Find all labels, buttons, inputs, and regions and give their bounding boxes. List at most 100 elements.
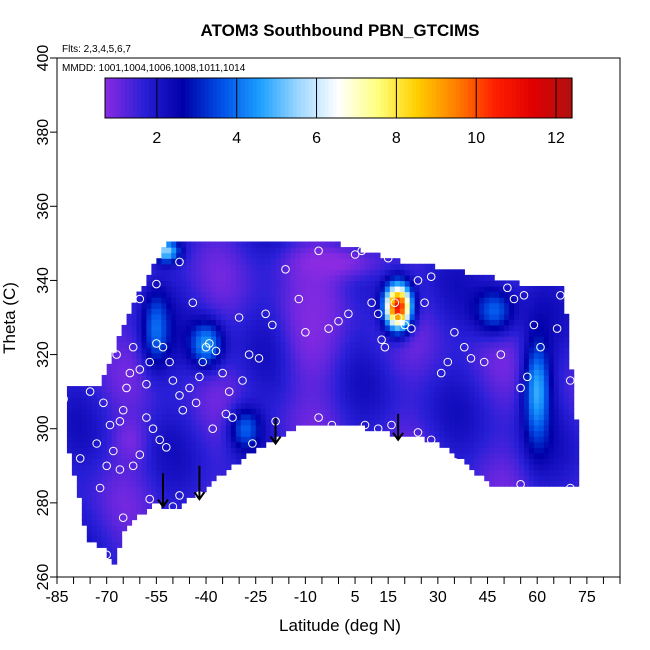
heatmap-cell — [509, 480, 515, 487]
heatmap-cell — [181, 447, 187, 454]
heatmap-cell — [335, 269, 341, 276]
heatmap-cell — [464, 336, 470, 343]
heatmap-cell — [235, 297, 242, 304]
heatmap-cell — [151, 324, 157, 332]
heatmap-cell — [201, 369, 207, 376]
heatmap-cell — [528, 413, 535, 421]
colorbar-segment — [464, 78, 469, 118]
heatmap-cell — [206, 330, 212, 337]
heatmap-cell — [106, 547, 113, 554]
heatmap-cell — [394, 380, 401, 387]
heatmap-cell — [161, 285, 167, 293]
heatmap-cell — [270, 352, 277, 359]
heatmap-cell — [260, 441, 267, 448]
observation-point — [178, 405, 188, 415]
heatmap-cell — [419, 324, 426, 332]
heatmap-cell — [479, 330, 485, 337]
heatmap-cell — [156, 358, 162, 365]
heatmap-cell — [454, 274, 460, 282]
colorbar-segment — [132, 78, 138, 118]
heatmap-cell — [320, 369, 326, 376]
heatmap-cell — [166, 280, 172, 287]
heatmap-cell — [325, 358, 331, 365]
heatmap-cell — [459, 436, 465, 443]
heatmap-cell — [369, 408, 376, 415]
heatmap-cell — [499, 330, 505, 337]
heatmap-cell — [260, 330, 267, 337]
heatmap-cell — [245, 319, 252, 326]
heatmap-cell — [305, 358, 311, 365]
heatmap-cell — [394, 280, 401, 287]
heatmap-cell — [146, 486, 152, 493]
colorbar-segment — [412, 78, 417, 118]
heatmap-cell — [121, 513, 128, 521]
heatmap-cell — [270, 430, 277, 437]
colorbar-segment — [272, 78, 278, 118]
flights-label: Flts: 2,3,4,5,6,7 — [62, 44, 131, 55]
heatmap-cell — [225, 297, 232, 304]
heatmap-cell — [201, 475, 207, 482]
heatmap-cell — [315, 413, 321, 421]
heatmap-cell — [369, 358, 376, 365]
heatmap-cell — [116, 469, 123, 476]
heatmap-cell — [335, 374, 341, 382]
heatmap-cell — [300, 369, 306, 376]
colorbar-segment — [380, 78, 385, 118]
heatmap-cell — [509, 347, 515, 354]
heatmap-cell — [514, 352, 520, 359]
heatmap-cell — [479, 380, 485, 387]
heatmap-cell — [543, 330, 550, 337]
heatmap-cell — [225, 269, 232, 276]
heatmap-cell — [543, 363, 550, 370]
heatmap-cell — [121, 330, 128, 337]
heatmap-cell — [449, 408, 456, 415]
observation-point — [450, 457, 459, 467]
heatmap-cell — [563, 386, 570, 393]
colorbar-segment — [200, 78, 206, 118]
heatmap-cell — [409, 391, 416, 398]
heatmap-cell — [434, 391, 441, 398]
heatmap-cell — [464, 285, 470, 293]
heatmap-cell — [419, 352, 426, 359]
heatmap-cell — [91, 391, 98, 398]
heatmap-cell — [235, 358, 242, 365]
heatmap-cell — [96, 541, 103, 548]
heatmap-cell — [399, 308, 406, 315]
heatmap-cell — [136, 425, 143, 432]
heatmap-cell — [196, 285, 202, 293]
heatmap-cell — [469, 291, 475, 298]
heatmap-cell — [91, 413, 98, 421]
heatmap-cell — [389, 358, 396, 365]
heatmap-cell — [245, 447, 252, 454]
heatmap-cell — [553, 308, 560, 315]
heatmap-cell — [300, 374, 306, 382]
heatmap-cell — [499, 452, 505, 459]
heatmap-cell — [240, 252, 247, 259]
heatmap-cell — [280, 380, 287, 387]
heatmap-cell — [360, 341, 366, 348]
heatmap-cell — [206, 258, 212, 265]
colorbar-segment — [160, 78, 166, 118]
heatmap-cell — [295, 363, 302, 370]
heatmap-cell — [345, 280, 351, 287]
heatmap-cell — [211, 391, 217, 398]
heatmap-cell — [166, 313, 172, 320]
heatmap-cell — [340, 352, 346, 359]
y-tick-label: 280 — [35, 489, 52, 516]
heatmap-cell — [538, 413, 545, 421]
heatmap-cell — [131, 358, 138, 365]
heatmap-cell — [499, 363, 505, 370]
heatmap-cell — [514, 397, 520, 404]
heatmap-cell — [166, 397, 172, 404]
heatmap-cell — [320, 263, 326, 270]
heatmap-cell — [563, 413, 570, 421]
heatmap-cell — [330, 263, 336, 270]
heatmap-cell — [156, 469, 162, 476]
heatmap-cell — [161, 425, 167, 432]
heatmap-cell — [96, 486, 103, 493]
heatmap-cell — [76, 425, 83, 432]
heatmap-cell — [310, 302, 316, 309]
heatmap-cell — [504, 297, 510, 304]
heatmap-cell — [499, 313, 505, 320]
heatmap-cell — [235, 330, 242, 337]
